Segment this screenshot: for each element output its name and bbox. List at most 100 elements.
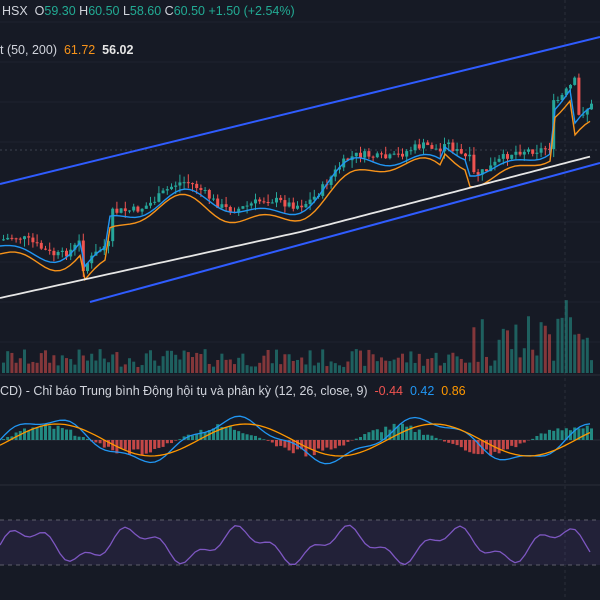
volume-bar bbox=[501, 328, 505, 373]
macd-histogram-bar bbox=[266, 440, 270, 441]
volume-bar bbox=[2, 362, 5, 373]
macd-histogram-bar bbox=[2, 439, 5, 440]
candle-body bbox=[476, 172, 480, 175]
macd-histogram-bar bbox=[556, 428, 560, 440]
volume-bar bbox=[144, 353, 148, 373]
candle-body bbox=[2, 239, 5, 241]
volume-bar bbox=[56, 365, 60, 373]
macd-histogram-bar bbox=[371, 430, 375, 440]
candle-body bbox=[203, 189, 207, 191]
volume-bar bbox=[317, 362, 320, 373]
candle-body bbox=[111, 208, 115, 242]
candle-body bbox=[438, 148, 442, 152]
macd-histogram-bar bbox=[224, 427, 228, 440]
candle-body bbox=[207, 189, 211, 199]
candle-body bbox=[245, 205, 249, 207]
candle-body bbox=[539, 148, 543, 153]
volume-bar bbox=[548, 334, 551, 373]
volume-bar bbox=[157, 365, 161, 373]
candle-body bbox=[573, 77, 577, 85]
volume-bar bbox=[60, 355, 64, 373]
candle-body bbox=[480, 169, 484, 175]
volume-bar bbox=[199, 354, 203, 373]
candle-body bbox=[191, 183, 194, 185]
macd-histogram-bar bbox=[23, 428, 26, 440]
candle-body bbox=[161, 190, 165, 194]
volume-bar bbox=[396, 357, 400, 373]
volume-bar bbox=[447, 354, 451, 373]
candle-body bbox=[464, 153, 467, 157]
candle-body bbox=[577, 77, 581, 115]
volume-bar bbox=[426, 358, 430, 373]
macd-histogram-bar bbox=[590, 428, 593, 440]
macd-histogram-bar bbox=[60, 428, 64, 440]
candle-body bbox=[44, 248, 47, 250]
volume-bar bbox=[392, 359, 396, 373]
macd-histogram-bar bbox=[422, 434, 425, 440]
volume-bar bbox=[233, 364, 236, 373]
macd-histogram-bar bbox=[182, 436, 186, 440]
volume-bar bbox=[10, 352, 14, 373]
macd-histogram-bar bbox=[384, 426, 388, 440]
candle-body bbox=[371, 156, 375, 158]
candle-body bbox=[182, 182, 186, 184]
volume-bar bbox=[560, 317, 564, 373]
candle-body bbox=[409, 150, 413, 152]
volume-bar bbox=[44, 350, 47, 373]
candle-body bbox=[262, 201, 266, 203]
volume-bar bbox=[102, 358, 106, 373]
volume-bar bbox=[388, 361, 392, 373]
volume-bar bbox=[510, 349, 514, 373]
volume-bar bbox=[535, 355, 539, 373]
macd-histogram-bar bbox=[165, 440, 169, 444]
macd-histogram-bar bbox=[6, 436, 10, 440]
open-value: 59.30 bbox=[44, 4, 76, 18]
volume-bar bbox=[489, 365, 493, 373]
volume-bar bbox=[577, 333, 581, 373]
macd-histogram-bar bbox=[119, 440, 123, 449]
macd-line bbox=[0, 415, 591, 465]
macd-histogram-bar bbox=[128, 440, 131, 455]
candle-body bbox=[527, 149, 530, 152]
candle-body bbox=[224, 204, 228, 207]
candle-body bbox=[291, 202, 295, 209]
macd-histogram-bar bbox=[123, 440, 127, 450]
candle-body bbox=[485, 169, 488, 172]
macd-histogram-bar bbox=[501, 440, 505, 450]
candle-body bbox=[510, 154, 514, 159]
macd-histogram-bar bbox=[359, 437, 362, 440]
macd-legend-text: CD) - Chỉ báo Trung bình Động hội tụ và … bbox=[0, 384, 368, 398]
ma-legend-text: t (50, 200) bbox=[0, 43, 57, 57]
candle-body bbox=[140, 208, 144, 212]
volume-bar bbox=[468, 362, 472, 373]
volume-bar bbox=[39, 353, 43, 373]
volume-bar bbox=[107, 362, 110, 373]
macd-histogram-bar bbox=[270, 440, 274, 443]
candle-body bbox=[548, 148, 551, 150]
candle-body bbox=[52, 250, 56, 256]
macd-histogram-bar bbox=[363, 434, 367, 440]
candle-body bbox=[296, 205, 299, 209]
close-label: C bbox=[164, 4, 174, 18]
volume-bar bbox=[279, 364, 283, 373]
volume-bar bbox=[527, 316, 530, 373]
macd-histogram-bar bbox=[447, 440, 451, 443]
macd-histogram-bar bbox=[489, 440, 493, 456]
volume-bar bbox=[245, 365, 249, 373]
macd-histogram-bar bbox=[39, 425, 43, 440]
macd-histogram-bar bbox=[308, 440, 312, 450]
volume-bar bbox=[422, 365, 425, 373]
high-value: 60.50 bbox=[88, 4, 120, 18]
change-value: +1.50 (+2.54%) bbox=[208, 4, 295, 18]
macd-histogram-bar bbox=[321, 440, 325, 451]
candle-body bbox=[56, 252, 60, 256]
volume-bar bbox=[581, 339, 585, 373]
volume-bar bbox=[174, 354, 178, 373]
candle-body bbox=[506, 154, 509, 159]
candle-body bbox=[543, 148, 547, 150]
volume-bar bbox=[480, 319, 484, 373]
candle-body bbox=[300, 205, 304, 208]
ma50-value: 61.72 bbox=[63, 43, 96, 57]
low-value: 58.60 bbox=[129, 4, 162, 18]
